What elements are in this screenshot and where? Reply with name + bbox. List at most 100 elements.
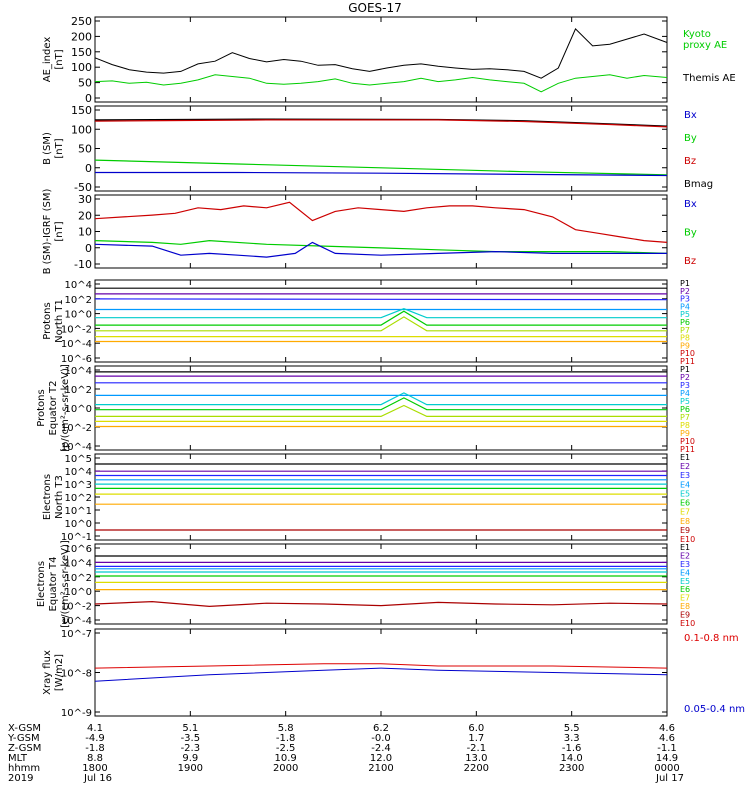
legend-label: P3	[680, 295, 690, 304]
y-tick-label: 10	[78, 226, 92, 239]
y-tick-label: 10^-2	[61, 324, 92, 335]
legend-label: P6	[680, 405, 690, 414]
panel-5: 10^4 10^2 10^0 10^-2 10^-4 Protons Equator T2[…	[36, 364, 695, 454]
x-axis-value: 9.9	[182, 753, 198, 764]
x-axis-value: 12.0	[370, 753, 392, 764]
legend-label: P8	[680, 334, 690, 343]
legend-label: P11	[680, 357, 695, 366]
x-axis-value: -1.8	[276, 733, 296, 744]
x-axis-value: -3.5	[181, 733, 201, 744]
y-tick-label: 10^6	[65, 544, 92, 555]
panel-6: 10^5 10^4 10^3 10^2 10^1 10^0 10^-1 Electrons No…	[42, 453, 695, 544]
x-axis-value: 4.1	[87, 723, 103, 734]
y-axis-label: [p/(cm²-s-sr-keV)]	[60, 364, 71, 452]
series-p5	[95, 392, 667, 406]
y-axis-label: Protons	[42, 302, 53, 339]
panel-frame	[94, 628, 668, 717]
panel-frame	[94, 365, 668, 451]
series-bz	[94, 201, 668, 243]
y-tick-label: 10^-6	[61, 354, 92, 365]
series-bx	[95, 171, 668, 177]
legend-label: Bx	[684, 110, 697, 121]
legend-label: Themis AE	[682, 73, 736, 84]
legend-label: E4	[680, 480, 690, 489]
legend-label: P4	[680, 389, 690, 398]
panel-8: 10^-7 10^-8 10^-9 Xray flux [W/m2] 0.1-0.8 nm…	[42, 628, 745, 719]
legend-label: P1	[680, 365, 690, 374]
panel-3: 30 20 10 0 -10 B (SM)-IGRF (SM) [nT] Bx By Bz	[42, 189, 697, 275]
legend-label: P10	[680, 437, 695, 446]
panel-7: 10^6 10^4 10^2 10^0 10^-2 10^-4 Electrons Equat…	[36, 540, 695, 628]
series-p6	[95, 397, 667, 411]
y-tick-label: 10^0	[65, 310, 92, 321]
legend-label: E1	[680, 543, 690, 552]
x-axis-value: Jul 16	[83, 773, 112, 784]
y-tick-label: 10^-8	[61, 669, 92, 680]
y-tick-label: 10^4	[65, 467, 92, 478]
x-axis-value: 5.1	[182, 723, 198, 734]
legend-label: E9	[680, 526, 690, 535]
x-axis-value: 2300	[559, 763, 584, 774]
x-axis-value: -0.0	[371, 733, 391, 744]
x-axis-value: 4.6	[659, 723, 675, 734]
series-0-05-0-4-nm	[94, 667, 668, 682]
panel-frame	[94, 16, 668, 103]
legend-label: By	[684, 133, 697, 144]
x-axis-value: -1.8	[85, 743, 105, 754]
legend-label: P1	[680, 279, 690, 288]
y-tick-label: 10^-4	[61, 339, 92, 350]
y-tick-label: 150	[71, 104, 92, 117]
y-tick-label: 10^-4	[61, 442, 92, 453]
series-p5	[95, 308, 667, 319]
x-axis-value: 14.9	[656, 753, 678, 764]
y-tick-label: 10^-2	[61, 602, 92, 613]
legend-label: E7	[680, 594, 690, 603]
x-axis-value: 8.8	[87, 753, 103, 764]
x-axis-value: 1900	[178, 763, 203, 774]
x-axis-value: 5.5	[564, 723, 580, 734]
legend-label: E7	[680, 508, 690, 517]
legend-label: By	[684, 228, 697, 239]
legend-label: Bx	[684, 199, 697, 210]
y-axis-label: [nT]	[54, 221, 65, 241]
legend-label: P7	[680, 413, 690, 422]
panel-4: 10^4 10^2 10^0 10^-2 10^-4 10^-6 Protons North …	[42, 279, 695, 366]
x-axis-value: 5.8	[278, 723, 294, 734]
legend-label: E3	[680, 560, 690, 569]
y-tick-label: 10^-2	[61, 423, 92, 434]
legend-label: E3	[680, 471, 690, 480]
legend-label: P2	[680, 287, 690, 296]
series-themis-ae	[94, 28, 668, 79]
series-p7	[95, 404, 667, 417]
legend-label: E6	[680, 585, 690, 594]
y-tick-label: 200	[71, 30, 92, 43]
legend-label: E6	[680, 499, 690, 508]
series-bz	[94, 119, 668, 128]
y-tick-label: 50	[78, 143, 92, 156]
legend-label: E5	[680, 577, 690, 586]
y-axis-label: Electrons	[42, 474, 53, 520]
y-tick-label: 50	[78, 77, 92, 90]
series-p6	[95, 310, 667, 326]
panel-2: 150 100 50 0 -50 B (SM) [nT] Bx By Bz Bmag	[42, 104, 713, 194]
legend-label: P2	[680, 373, 690, 382]
series-p7	[95, 316, 667, 332]
legend-label: E4	[680, 568, 690, 577]
x-axis-value: -2.5	[276, 743, 296, 754]
x-axis-value: 13.0	[465, 753, 487, 764]
legend-label: E8	[680, 517, 690, 526]
y-axis-label: B (SM)-IGRF (SM)	[42, 189, 53, 275]
legend-label: P8	[680, 421, 690, 430]
panel-frame	[94, 194, 668, 269]
series-p3	[94, 298, 668, 301]
x-axis-value: 2200	[464, 763, 489, 774]
y-tick-label: 10^1	[65, 506, 92, 517]
x-axis-value: 6.0	[468, 723, 484, 734]
series-bx	[94, 241, 667, 258]
figure-title: GOES-17	[348, 1, 402, 15]
y-axis-label: AE_index	[42, 37, 53, 83]
x-axis-value: -2.4	[371, 743, 391, 754]
legend-label: P6	[680, 318, 690, 327]
series-by	[94, 239, 668, 254]
